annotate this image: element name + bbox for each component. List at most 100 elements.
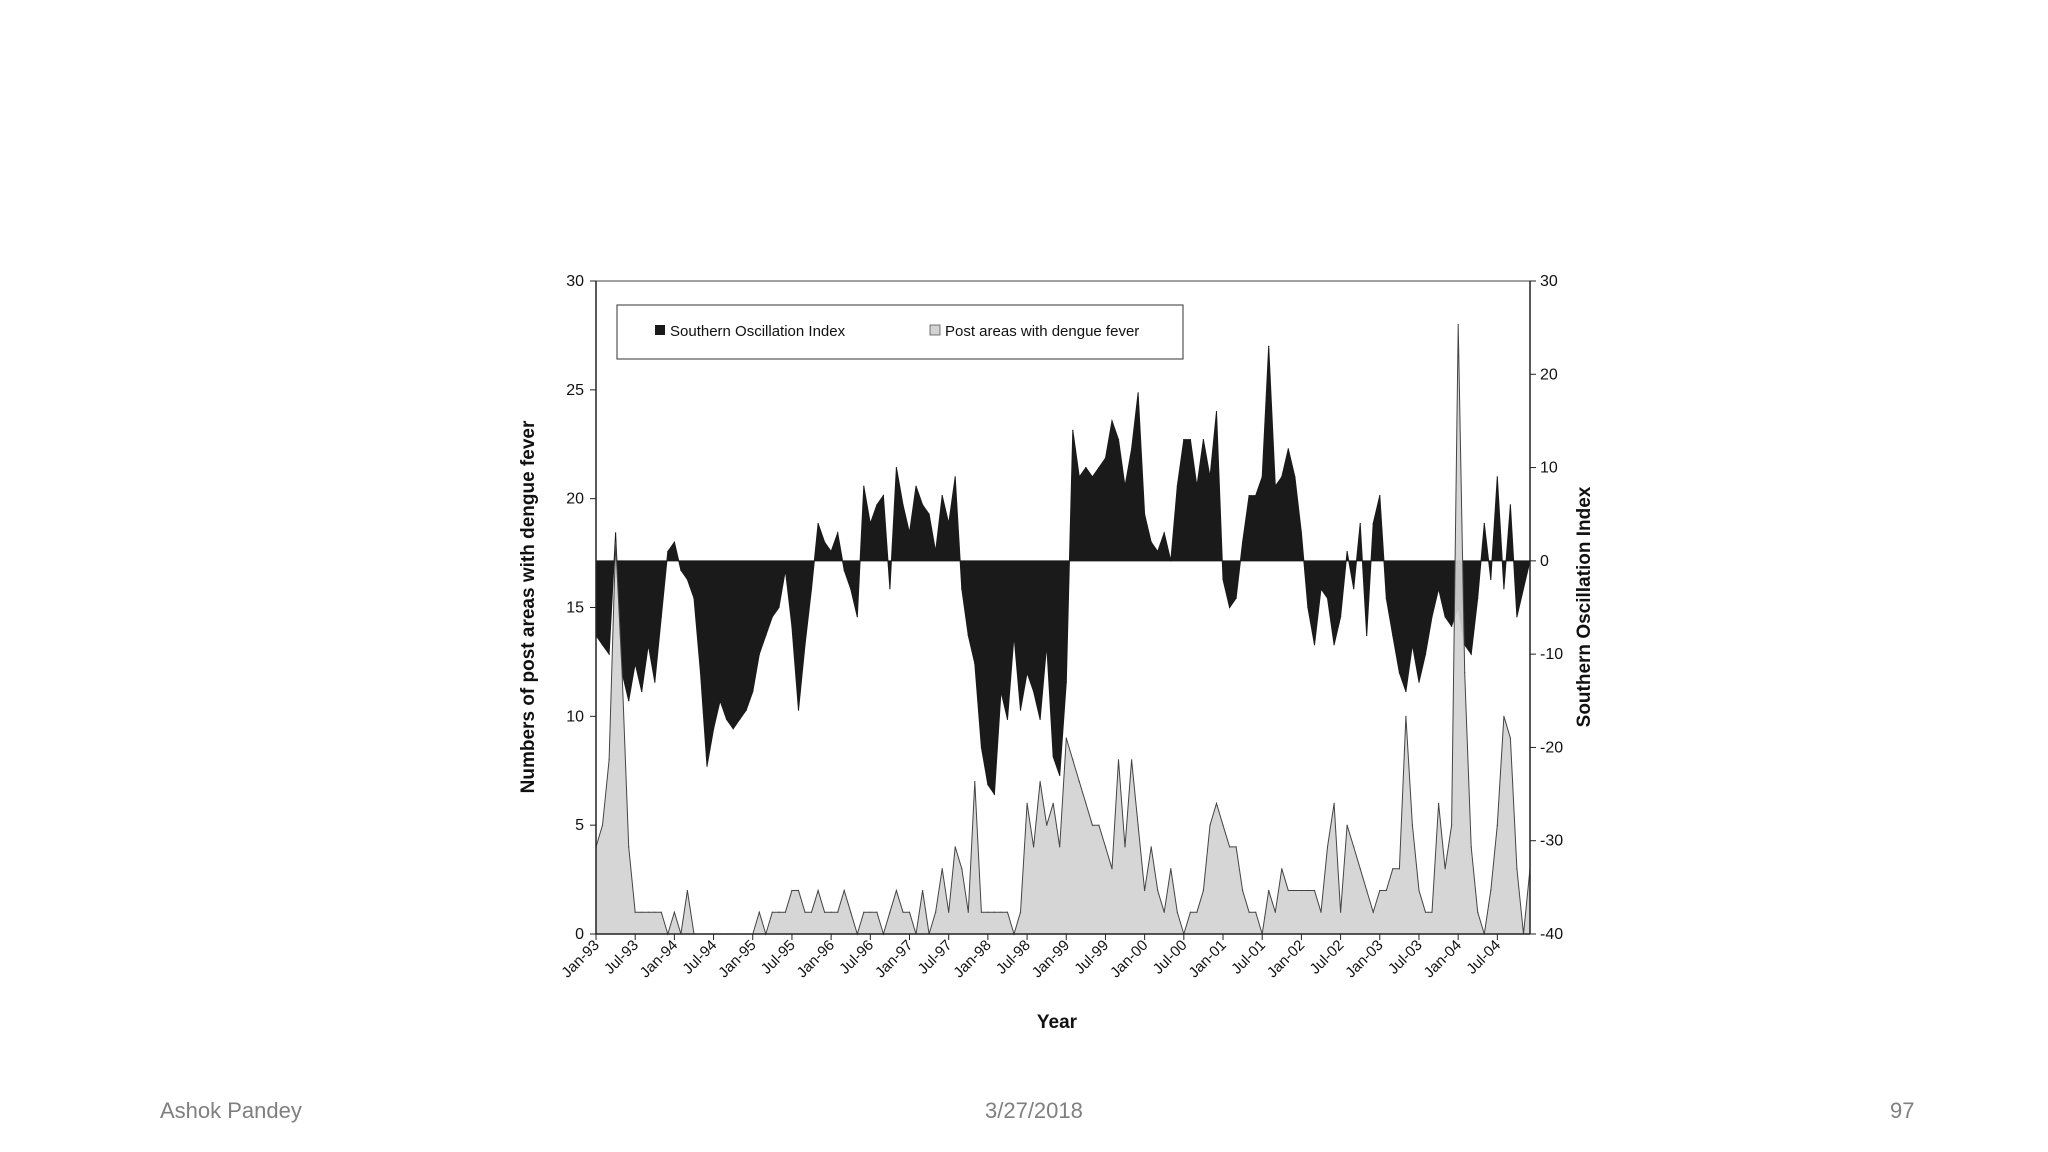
soi-point bbox=[1137, 392, 1139, 394]
soi-point bbox=[1287, 448, 1289, 450]
soi-point bbox=[660, 616, 662, 618]
soi-point bbox=[889, 588, 891, 590]
dengue-point bbox=[1392, 868, 1394, 870]
dengue-point bbox=[1255, 911, 1257, 913]
dengue-point bbox=[1313, 889, 1316, 892]
soi-point bbox=[765, 634, 767, 637]
soi-point bbox=[1248, 495, 1250, 497]
soi-point bbox=[948, 522, 950, 525]
dengue-point bbox=[993, 911, 996, 913]
dengue-point bbox=[1085, 802, 1087, 805]
x-tick-label: Jan-96 bbox=[794, 937, 838, 981]
soi-series bbox=[595, 345, 1531, 796]
x-tick-label: Jul-03 bbox=[1385, 937, 1426, 978]
dengue-point bbox=[1202, 889, 1204, 892]
soi-point bbox=[1483, 522, 1485, 525]
soi-point bbox=[745, 709, 747, 711]
dengue-point bbox=[1144, 889, 1146, 892]
soi-point bbox=[1052, 756, 1054, 758]
dengue-point bbox=[1052, 802, 1054, 805]
dengue-point bbox=[1104, 846, 1107, 848]
dengue-point bbox=[850, 911, 852, 913]
dengue-point bbox=[784, 911, 787, 913]
soi-point bbox=[1496, 476, 1498, 478]
left-tick-label: 10 bbox=[566, 708, 584, 725]
soi-point bbox=[1209, 476, 1211, 478]
soi-point bbox=[1268, 345, 1270, 347]
soi-point bbox=[1424, 653, 1427, 655]
dengue-point bbox=[1438, 802, 1440, 805]
dengue-point bbox=[1503, 715, 1505, 717]
dengue-point bbox=[654, 911, 656, 913]
soi-point bbox=[915, 485, 917, 487]
soi-point bbox=[1039, 718, 1041, 721]
soi-point bbox=[810, 588, 813, 590]
right-tick-label: -40 bbox=[1540, 926, 1563, 943]
dengue-point bbox=[1496, 824, 1498, 826]
soi-point bbox=[1503, 588, 1505, 590]
dengue-point bbox=[1078, 781, 1080, 783]
soi-point bbox=[1444, 616, 1446, 618]
soi-point bbox=[830, 550, 832, 553]
left-tick-label: 25 bbox=[566, 382, 584, 399]
dengue-point bbox=[1235, 846, 1237, 848]
soi-point bbox=[1320, 588, 1322, 590]
x-tick-label: Jul-00 bbox=[1150, 937, 1191, 978]
soi-point bbox=[863, 485, 865, 487]
left-tick-label: 15 bbox=[566, 600, 584, 617]
soi-point bbox=[1470, 653, 1472, 655]
soi-point bbox=[693, 597, 695, 599]
soi-point bbox=[686, 578, 689, 581]
left-tick-label: 20 bbox=[566, 491, 584, 508]
soi-point bbox=[824, 541, 826, 543]
soi-point bbox=[752, 690, 754, 693]
dengue-point bbox=[935, 911, 937, 913]
legend-label-dengue: Post areas with dengue fever bbox=[945, 323, 1139, 340]
soi-point bbox=[1006, 718, 1009, 721]
soi-point bbox=[1124, 485, 1126, 487]
right-y-ticks: -40 -30 -20 -10 0 10 20 30 bbox=[1530, 273, 1563, 943]
x-tick-label: Jan-03 bbox=[1342, 937, 1386, 981]
dengue-point bbox=[1398, 868, 1400, 870]
dengue-point bbox=[1222, 824, 1224, 826]
legend-swatch-dengue bbox=[929, 324, 941, 336]
dengue-point bbox=[837, 911, 839, 913]
soi-point bbox=[1313, 644, 1316, 646]
x-tick-label: Jan-98 bbox=[950, 937, 994, 981]
soi-point bbox=[961, 588, 963, 590]
dengue-point bbox=[647, 911, 649, 913]
dengue-point bbox=[1477, 911, 1479, 913]
dengue-point bbox=[895, 889, 898, 892]
dengue-point bbox=[1431, 911, 1433, 913]
dengue-point bbox=[1117, 759, 1120, 761]
soi-point bbox=[1026, 672, 1028, 674]
dengue-point bbox=[1470, 846, 1472, 848]
x-tick-label: Jul-01 bbox=[1228, 937, 1269, 978]
soi-point bbox=[1117, 439, 1120, 441]
soi-point bbox=[1261, 476, 1263, 478]
soi-point bbox=[601, 644, 604, 646]
soi-point bbox=[1418, 681, 1420, 683]
dengue-point bbox=[673, 911, 676, 913]
soi-point bbox=[1300, 532, 1302, 534]
dengue-point bbox=[1039, 781, 1041, 783]
soi-point bbox=[1046, 644, 1048, 646]
dengue-point bbox=[967, 911, 969, 913]
dengue-point bbox=[954, 846, 956, 848]
dengue-point bbox=[1359, 868, 1361, 870]
soi-point bbox=[1405, 690, 1407, 693]
soi-point bbox=[1059, 774, 1061, 777]
dengue-point bbox=[1405, 715, 1407, 717]
soi-point bbox=[1163, 532, 1165, 534]
x-ticks: Jan-93Jul-93Jan-94Jul-94Jan-95Jul-95Jan-… bbox=[558, 934, 1504, 981]
dengue-point bbox=[1379, 889, 1381, 892]
soi-point bbox=[615, 532, 617, 534]
soi-point bbox=[1091, 476, 1093, 478]
soi-point bbox=[1065, 681, 1067, 683]
dengue-point bbox=[1176, 911, 1178, 913]
dengue-point bbox=[974, 781, 976, 783]
dengue-point bbox=[1248, 911, 1250, 913]
dengue-point bbox=[1229, 846, 1231, 848]
left-tick-label: 0 bbox=[575, 926, 584, 943]
